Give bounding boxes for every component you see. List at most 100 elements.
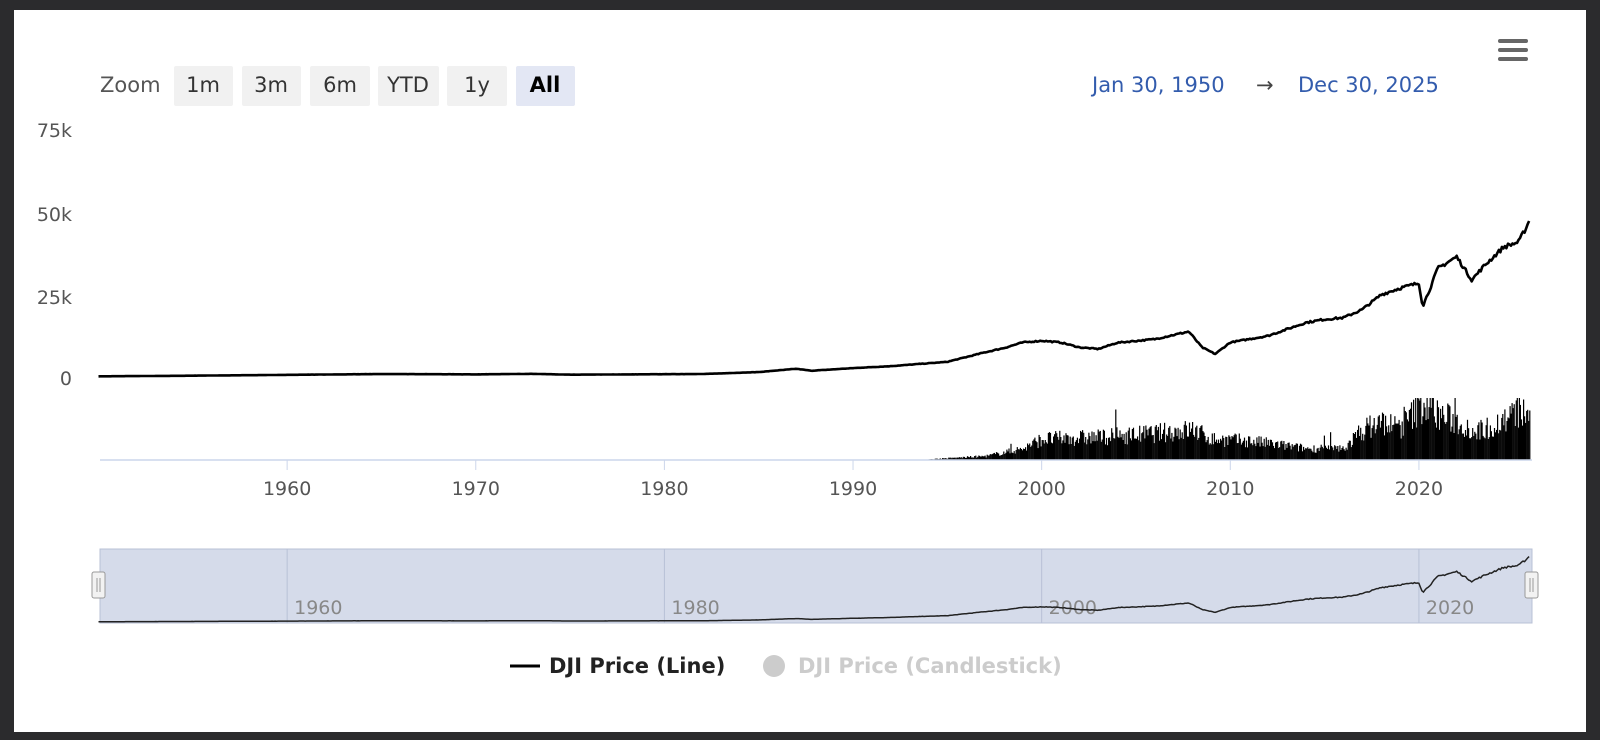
- zoom-button-1y[interactable]: 1y: [447, 66, 507, 106]
- volume-bar: [1339, 445, 1341, 460]
- volume-bar: [1115, 409, 1117, 460]
- volume-bar: [1270, 439, 1272, 460]
- volume-bar: [1411, 428, 1414, 460]
- volume-bar: [1338, 451, 1340, 460]
- volume-bar: [944, 458, 946, 460]
- volume-bar: [1177, 427, 1179, 460]
- volume-bar: [1077, 443, 1080, 460]
- legend-item-candlestick[interactable]: DJI Price (Candlestick): [763, 654, 1062, 678]
- volume-bar: [1102, 429, 1104, 460]
- volume-bar: [1455, 416, 1457, 460]
- volume-bar: [1331, 446, 1333, 460]
- volume-bar: [1399, 425, 1401, 460]
- volume-bar: [1075, 440, 1077, 460]
- volume-bar: [1165, 442, 1167, 460]
- volume-bar: [1090, 443, 1092, 460]
- volume-bar: [1117, 436, 1119, 460]
- volume-bar: [1097, 429, 1099, 460]
- volume-bar: [1397, 423, 1399, 460]
- volume-bar: [1424, 407, 1426, 460]
- navigator-tick-label: 2000: [1049, 597, 1097, 619]
- zoom-button-ytd[interactable]: YTD: [378, 66, 439, 106]
- volume-bar: [1291, 444, 1293, 460]
- zoom-button-all[interactable]: All: [516, 66, 575, 106]
- volume-bar: [1245, 440, 1248, 460]
- navigator-left-handle[interactable]: [91, 571, 106, 599]
- x-tick-label: 1970: [452, 478, 500, 500]
- navigator-right-handle[interactable]: [1524, 571, 1539, 599]
- zoom-button-6m[interactable]: 6m: [310, 66, 370, 106]
- volume-bar: [1465, 435, 1468, 460]
- volume-bar: [1249, 436, 1251, 460]
- navigator[interactable]: 1960 1980 2000 2020: [91, 548, 1539, 624]
- volume-bar: [1274, 448, 1276, 460]
- volume-bar: [1482, 435, 1484, 460]
- range-to-input[interactable]: Dec 30, 2025: [1298, 73, 1439, 97]
- volume-bar: [1457, 434, 1459, 460]
- volume-bar: [1127, 430, 1129, 460]
- volume-bar: [1020, 449, 1022, 460]
- volume-bar: [1469, 438, 1471, 460]
- range-from-input[interactable]: Jan 30, 1950: [1090, 73, 1225, 97]
- price-line[interactable]: [98, 220, 1531, 378]
- volume-bar: [1160, 439, 1163, 460]
- volume-bar: [1206, 440, 1208, 460]
- volume-bar: [1470, 438, 1472, 460]
- volume-bar: [1481, 422, 1483, 460]
- volume-bar: [1126, 444, 1128, 460]
- volume-bar: [1209, 443, 1211, 460]
- volume-bar: [1381, 412, 1384, 460]
- volume-bar: [1153, 443, 1155, 460]
- volume-bar: [1203, 432, 1205, 460]
- volume-bar: [1064, 442, 1066, 460]
- volume-bar: [967, 456, 970, 460]
- volume-bar: [1361, 440, 1363, 460]
- legend-item-line[interactable]: DJI Price (Line): [510, 654, 725, 678]
- volume-bar: [1048, 432, 1050, 460]
- volume-bar: [1233, 435, 1235, 460]
- volume-bar: [1407, 421, 1409, 460]
- volume-bar: [1095, 435, 1097, 460]
- volume-bar: [1171, 432, 1173, 460]
- volume-bar: [1402, 435, 1404, 460]
- volume-bar: [1108, 437, 1110, 460]
- navigator-mask[interactable]: [99, 548, 1533, 624]
- volume-bar: [1033, 439, 1035, 460]
- volume-bar: [998, 453, 1000, 460]
- volume-bar: [1238, 433, 1240, 460]
- volume-bar: [1528, 420, 1530, 460]
- volume-bar: [1175, 428, 1177, 460]
- volume-bar: [1194, 436, 1196, 460]
- volume-bar: [1488, 437, 1490, 460]
- volume-bar: [986, 454, 988, 460]
- volume-bar: [1061, 443, 1063, 460]
- volume-bar: [1498, 433, 1500, 460]
- hamburger-menu-icon[interactable]: [1496, 38, 1530, 64]
- x-tick-label: 2020: [1395, 478, 1443, 500]
- volume-bar: [1147, 435, 1149, 460]
- volume-bar: [1257, 442, 1259, 460]
- volume-bar: [1476, 439, 1478, 460]
- zoom-button-1m[interactable]: 1m: [174, 66, 233, 106]
- volume-bar: [1326, 448, 1329, 460]
- volume-bar: [1459, 425, 1461, 460]
- volume-bar: [1460, 424, 1462, 460]
- volume-bar: [1393, 424, 1395, 460]
- volume-bar: [1345, 447, 1347, 460]
- volume-bar: [1014, 453, 1016, 460]
- volume-bar: [1516, 398, 1518, 460]
- volume-bar: [1518, 398, 1520, 460]
- volume-bar: [1210, 444, 1212, 460]
- volume-bar: [1486, 417, 1488, 460]
- volume-bar: [1501, 417, 1503, 460]
- volume-bar: [1070, 444, 1072, 460]
- volume-bar: [1207, 436, 1209, 460]
- volume-bar: [1221, 440, 1223, 460]
- volume-bar: [1154, 426, 1156, 460]
- volume-bar: [1426, 398, 1428, 460]
- volume-bar: [1513, 404, 1515, 460]
- volume-bar: [1327, 445, 1330, 460]
- y-tick-label: 25k: [37, 287, 72, 309]
- volume-bar: [1039, 437, 1041, 460]
- zoom-button-3m[interactable]: 3m: [242, 66, 301, 106]
